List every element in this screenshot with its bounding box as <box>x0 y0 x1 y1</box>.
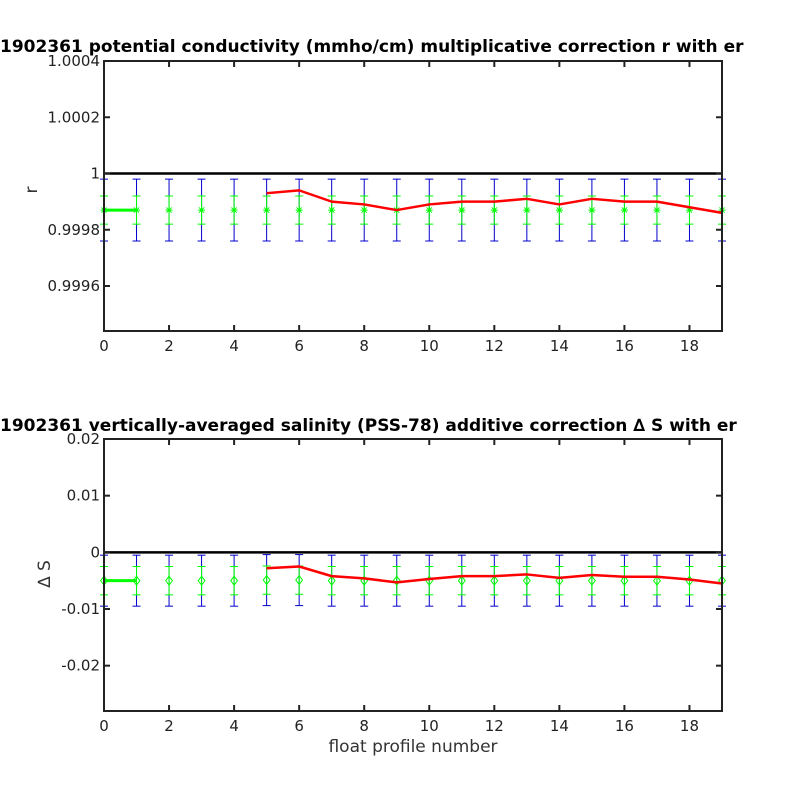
data-point <box>197 575 206 587</box>
x-tick-label: 8 <box>359 717 369 735</box>
x-tick-label: 0 <box>99 717 109 735</box>
error-bar <box>295 554 304 607</box>
data-point <box>295 206 303 214</box>
data-point <box>457 575 466 587</box>
error-bar <box>392 554 401 607</box>
axes-frame <box>103 438 723 712</box>
data-point <box>327 575 336 587</box>
x-tick-label: 2 <box>164 337 174 355</box>
x-tick-label: 14 <box>550 337 569 355</box>
panel-salinity: 1902361 vertically-averaged salinity (PS… <box>0 416 737 757</box>
x-tick-label: 6 <box>294 717 304 735</box>
y-tick-label: 1.0002 <box>48 108 101 126</box>
error-bar <box>652 554 661 607</box>
error-bar <box>327 554 336 607</box>
panel-1-plot-area: 0 2 4 6 8 10 12 14 16 18 0.9996 0.9998 1 1.0002 1.0004 <box>48 52 726 355</box>
data-point <box>490 575 499 587</box>
x-tick-label: 6 <box>294 337 304 355</box>
data-point <box>653 206 661 214</box>
data-point <box>458 206 466 214</box>
error-bar <box>165 554 174 607</box>
error-bar <box>197 554 206 607</box>
data-point <box>198 206 206 214</box>
error-bar <box>230 554 239 607</box>
error-bar <box>522 554 531 607</box>
data-point <box>360 206 368 214</box>
data-point <box>263 206 271 214</box>
data-point <box>652 575 661 587</box>
panel-1-title: 1902361 potential conductivity (mmho/cm)… <box>0 37 744 57</box>
error-bar <box>457 554 466 607</box>
x-tick-label: 18 <box>680 717 699 735</box>
y-tick-label: 0.01 <box>67 487 100 505</box>
y-tick-label: 1 <box>90 165 100 183</box>
panel-2-title: 1902361 vertically-averaged salinity (PS… <box>0 416 737 436</box>
data-point <box>555 206 563 214</box>
data-point <box>587 575 596 587</box>
data-point <box>588 206 596 214</box>
y-tick-label: -0.01 <box>61 600 100 618</box>
y-tick-label: 0.9996 <box>48 277 101 295</box>
x-tick-label: 8 <box>359 337 369 355</box>
y-tick-label: 1.0004 <box>48 52 101 70</box>
data-point <box>165 206 173 214</box>
x-tick-label: 2 <box>164 717 174 735</box>
data-point <box>555 575 564 587</box>
y-tick-label: -0.02 <box>61 657 100 675</box>
panel-2-ylabel: ∆ S <box>35 560 55 589</box>
panel-2-plot-area: 0 2 4 6 8 10 12 14 16 18 -0.02 -0.01 0 0.01 0.02 <box>61 430 726 735</box>
data-point <box>392 575 401 587</box>
data-point <box>165 575 174 587</box>
y-tick-label: 0.02 <box>67 430 100 448</box>
y-tick-label: 0.9998 <box>48 221 101 239</box>
data-point <box>425 206 433 214</box>
error-bar <box>360 554 369 607</box>
data-point <box>262 574 271 586</box>
x-tick-label: 16 <box>615 717 634 735</box>
error-bar <box>555 554 564 607</box>
y-tick-label: 0 <box>90 543 100 561</box>
x-tick-label: 4 <box>229 717 239 735</box>
data-point <box>522 575 531 587</box>
data-point <box>620 206 628 214</box>
error-bar <box>620 554 629 607</box>
x-tick-label: 18 <box>680 337 699 355</box>
x-tick-label: 14 <box>550 717 569 735</box>
error-bar <box>262 554 271 607</box>
error-bar <box>425 554 434 607</box>
correction-line <box>266 189 723 215</box>
data-point <box>230 575 239 587</box>
panel-1-ylabel: r <box>22 187 42 194</box>
data-point <box>620 575 629 587</box>
x-tick-label: 10 <box>420 337 439 355</box>
error-bar <box>587 554 596 607</box>
data-point <box>328 206 336 214</box>
x-tick-label: 16 <box>615 337 634 355</box>
error-bar <box>490 554 499 607</box>
data-point <box>295 574 304 586</box>
x-tick-label: 12 <box>485 717 504 735</box>
data-point <box>523 206 531 214</box>
data-point <box>685 206 693 214</box>
panel-2-xlabel: float profile number <box>328 737 497 757</box>
x-tick-label: 10 <box>420 717 439 735</box>
correction-line <box>266 565 723 585</box>
x-tick-label: 4 <box>229 337 239 355</box>
x-tick-label: 12 <box>485 337 504 355</box>
data-point <box>230 206 238 214</box>
data-point <box>490 206 498 214</box>
panel-conductivity: 1902361 potential conductivity (mmho/cm)… <box>0 37 744 355</box>
axes-frame <box>103 60 723 332</box>
x-tick-label: 0 <box>99 337 109 355</box>
